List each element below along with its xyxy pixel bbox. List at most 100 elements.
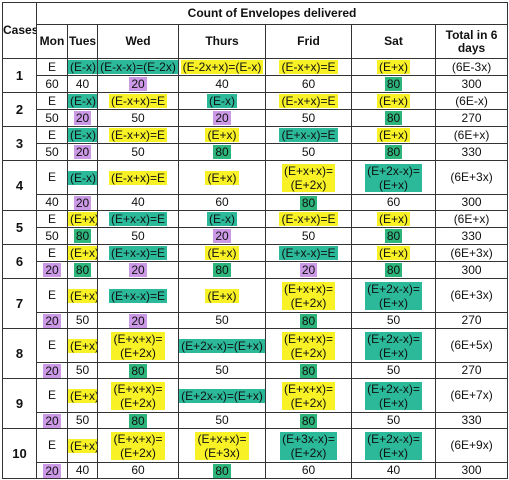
highlight: (E+x) [376,246,410,260]
table-row: 7 E (E+x) (E+x-x)=E (E+x) (E+x+x)= (E+2x) (E+2x… [2,278,509,329]
highlight: (E-x) [68,94,97,108]
highlight: (E+x-x)=E [108,246,167,260]
expr-wed-cell: (E-x+x)=E [97,160,179,195]
value-tues-cell: 80 [67,261,98,279]
table-row: 50 20 50 80 50 80 330 [3,143,509,161]
value-frid-cell: 80 [265,312,352,329]
expr-mon-cell: E [36,92,68,110]
value-mon-cell: 50 [36,109,68,127]
value-tues-cell: 20 [67,109,98,127]
highlight: 80 [384,77,403,91]
expr-thurs-cell: (E-2x+x)=(E-x) [178,58,266,76]
case-number: 4 [2,160,37,211]
expr-sat-cell: (E+2x-x)= (E+x) [351,378,436,413]
value-wed-cell: 50 [97,143,179,161]
value-tues-cell: 80 [67,227,98,245]
expr-tues-cell: (E-x) [67,58,98,76]
highlight: 20 [213,229,231,243]
value-mon-cell: 50 [36,143,68,161]
value-thurs-cell: 50 [178,362,266,379]
expr-tues-cell: (E+x) [67,328,98,363]
value-sat-cell: 80 [351,261,436,279]
expr-total-cell: (6E+3x) [434,244,509,262]
value-total-cell: 270 [434,312,509,329]
expr-tues-cell: (E+x) [67,210,98,228]
table-row: 20 50 20 50 80 50 270 [3,312,509,329]
highlight: (E+x) [205,246,239,260]
expr-sat-cell: (E+2x-x)= (E+x) [351,428,436,463]
highlight: (E-x+x)=E [108,128,167,142]
value-frid-cell: 80 [265,412,352,429]
case-number: 8 [2,328,37,379]
expr-total-cell: (6E+3x) [434,160,509,195]
expr-mon-cell: E [36,278,68,313]
expr-mon-cell: E [36,58,68,76]
value-total-cell: 300 [434,194,509,211]
value-sat-cell: 80 [351,227,436,245]
highlight: (E+x+x)= (E+2x) [281,331,336,360]
highlight: (E+x+x)= (E+2x) [111,431,165,460]
expr-wed-cell: (E+x-x)=E [97,210,179,228]
header-sat: Sat [351,24,436,59]
expr-wed-cell: (E+x+x)= (E+2x) [97,328,179,363]
expr-mon-cell: E [36,160,68,195]
highlight: (E+2x-x)=(E+x) [365,281,422,310]
expr-frid-cell: (E-x+x)=E [265,58,352,76]
expr-mon-cell: E [36,126,68,144]
case-number: 1 [2,58,37,93]
highlight: 80 [384,111,403,125]
expr-sat-cell: (E+2x-x)= (E+x) [351,278,436,313]
value-tues-cell: 50 [67,312,98,329]
highlight: (E+x) [205,288,239,303]
highlight: (E+x+x)= (E+2x) [281,281,336,310]
case-number: 7 [2,278,37,329]
highlight: 80 [384,263,403,277]
value-mon-cell: 20 [36,312,68,329]
highlight: (E-x) [207,94,237,108]
expr-total-cell: (6E+x) [434,126,509,144]
table-row: 50 20 50 20 50 80 270 [3,109,509,127]
value-tues-cell: 40 [67,462,98,479]
highlight: (E+x) [205,128,239,142]
highlight: 80 [129,413,147,428]
expr-frid-cell: (E+x-x)=E [265,126,352,144]
expr-thurs-cell: (E+x) [178,126,266,144]
expr-wed-cell: (E-x-x)=(E-2x) [97,58,179,76]
expr-frid-cell: (E+x+x)= (E+2x) [265,278,352,313]
highlight: 20 [43,263,61,277]
highlight: (E+x+x)= (E+2x) [281,381,336,410]
value-frid-cell: 60 [265,75,352,93]
value-thurs-cell: 80 [178,462,266,479]
expr-sat-cell: (E+x) [351,126,436,144]
highlight: 20 [73,195,92,210]
value-sat-cell: 80 [351,75,436,93]
table-row: 1 E (E-x) (E-x-x)=(E-2x) (E-2x+x)=(E-x) (E-x+… [2,58,509,93]
highlight: (E+x+x)= (E+2x) [111,331,165,360]
table-body: 1 E (E-x) (E-x-x)=(E-2x) (E-2x+x)=(E-x) (E-x+… [2,58,509,479]
table-row: 10 E (E+x) (E+x+x)= (E+2x) (E+x+x)= (E+3x) (E+3… [2,428,509,479]
value-frid-cell: 80 [265,194,352,211]
highlight: (E+x) [376,212,410,226]
value-frid-cell: 50 [265,109,352,127]
highlight: 80 [299,363,318,378]
highlight: 80 [384,229,403,243]
highlight: 20 [129,263,147,277]
value-mon-cell: 60 [36,75,68,93]
expr-total-cell: (6E+5x) [434,328,509,363]
value-tues-cell: 20 [67,194,98,211]
expr-mon-cell: E [36,244,68,262]
expr-total-cell: (6E-3x) [434,58,509,76]
expr-sat-cell: (E+2x-x)= (E+x) [351,328,436,363]
highlight: (E-x+x)=E [108,170,167,185]
value-thurs-cell: 80 [178,261,266,279]
highlight: (E-x-x)=(E-2x) [98,60,178,74]
table-row: 2 E (E-x) (E-x+x)=E (E-x) (E-x+x)=E (E+x) (6E-x… [2,92,509,127]
highlight: (E+3x-x)= (E+2x) [280,431,337,460]
highlight: 20 [43,313,61,328]
value-sat-cell: 50 [351,412,436,429]
value-thurs-cell: 40 [178,75,266,93]
value-sat-cell: 50 [351,312,436,329]
expr-frid-cell: (E-x+x)=E [265,92,352,110]
expr-wed-cell: (E+x-x)=E [97,244,179,262]
